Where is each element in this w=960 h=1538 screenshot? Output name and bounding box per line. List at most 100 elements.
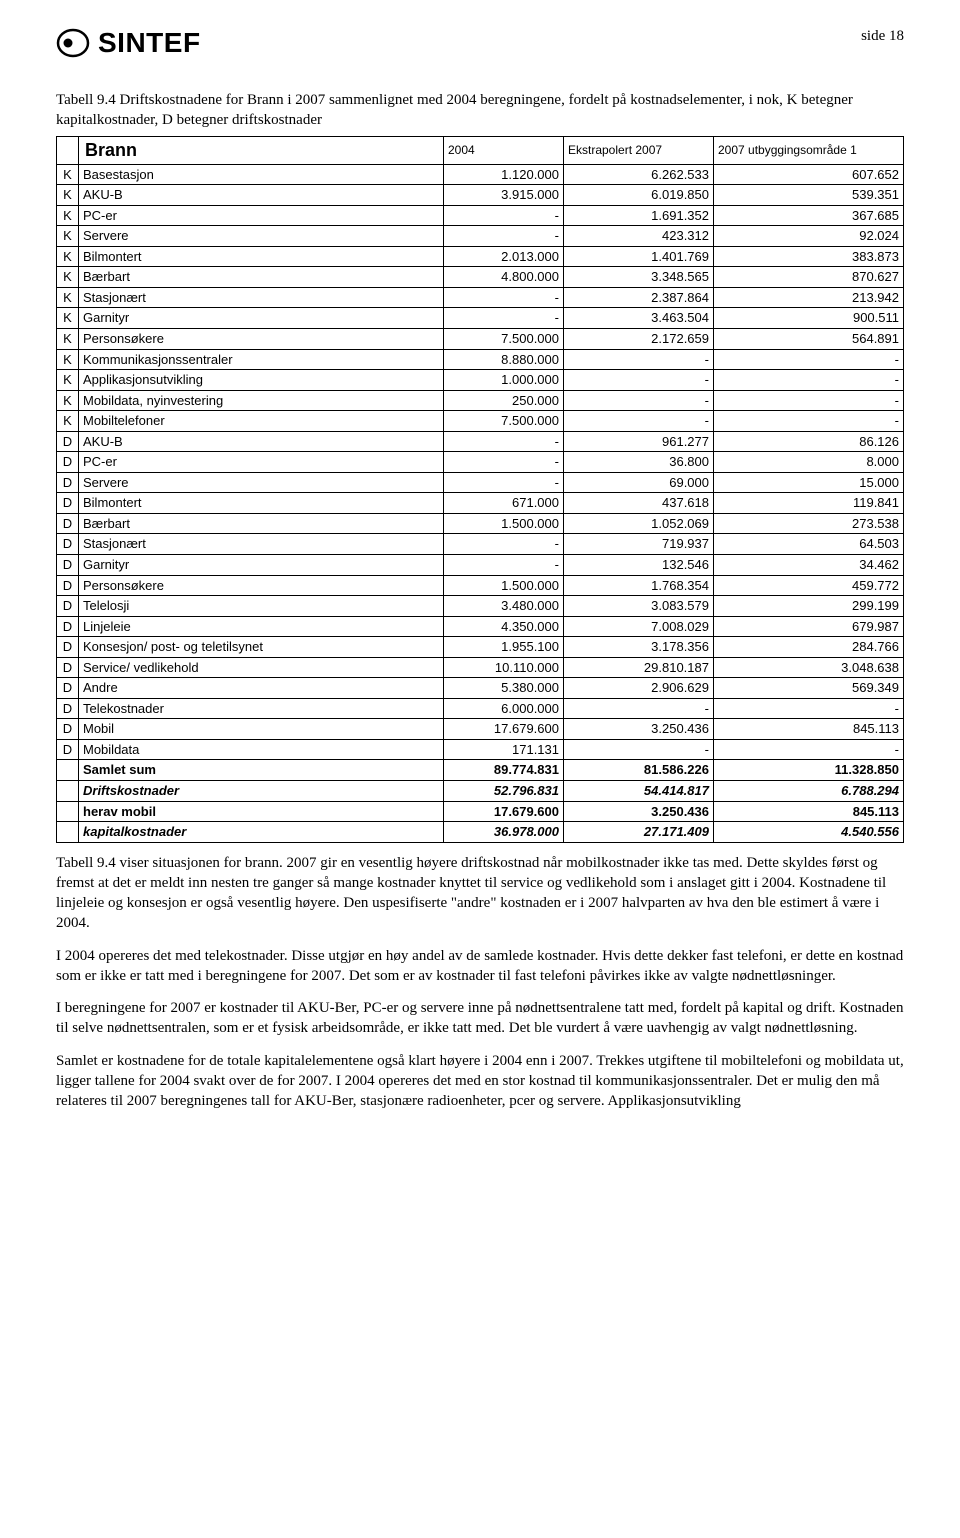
table-row: DStasjonært-719.93764.503: [57, 534, 904, 555]
cell-value: -: [714, 370, 904, 391]
table-row: DBærbart1.500.0001.052.069273.538: [57, 513, 904, 534]
summary-name: kapitalkostnader: [79, 822, 444, 843]
cell-value: -: [564, 739, 714, 760]
cell-value: 6.000.000: [444, 698, 564, 719]
row-name: Personsøkere: [79, 575, 444, 596]
row-kd: K: [57, 267, 79, 288]
summary-row: Driftskostnader52.796.83154.414.8176.788…: [57, 781, 904, 802]
cell-value: 719.937: [564, 534, 714, 555]
summary-name: Samlet sum: [79, 760, 444, 781]
cell-value: 870.627: [714, 267, 904, 288]
table-row: DKonsesjon/ post- og teletilsynet1.955.1…: [57, 637, 904, 658]
cell-value: 5.380.000: [444, 678, 564, 699]
cell-value: 3.178.356: [564, 637, 714, 658]
cell-value: 1.500.000: [444, 513, 564, 534]
row-kd: K: [57, 370, 79, 391]
cell-value: 1.120.000: [444, 164, 564, 185]
row-kd: K: [57, 205, 79, 226]
row-kd: K: [57, 226, 79, 247]
table-row: DBilmontert671.000437.618119.841: [57, 493, 904, 514]
cell-value: 1.500.000: [444, 575, 564, 596]
cell-value: 69.000: [564, 472, 714, 493]
header-blank: [57, 137, 79, 164]
table-row: KServere-423.31292.024: [57, 226, 904, 247]
table-row: DServere-69.00015.000: [57, 472, 904, 493]
summary-name: Driftskostnader: [79, 781, 444, 802]
cell-value: 299.199: [714, 596, 904, 617]
row-name: Mobildata: [79, 739, 444, 760]
cell-value: 29.810.187: [564, 657, 714, 678]
table-row: DTelekostnader6.000.000--: [57, 698, 904, 719]
cell-value: 213.942: [714, 287, 904, 308]
table-row: KKommunikasjonssentraler8.880.000--: [57, 349, 904, 370]
row-kd: K: [57, 185, 79, 206]
row-kd: K: [57, 349, 79, 370]
cell-value: 10.110.000: [444, 657, 564, 678]
cell-value: 1.768.354: [564, 575, 714, 596]
cell-value: 4.350.000: [444, 616, 564, 637]
summary-row: Samlet sum89.774.83181.586.22611.328.850: [57, 760, 904, 781]
cell-value: 423.312: [564, 226, 714, 247]
cell-value: 6.019.850: [564, 185, 714, 206]
row-name: Service/ vedlikehold: [79, 657, 444, 678]
table-row: KMobildata, nyinvestering250.000--: [57, 390, 904, 411]
row-name: Linjeleie: [79, 616, 444, 637]
cell-value: 3.348.565: [564, 267, 714, 288]
page-number: side 18: [861, 26, 904, 46]
row-kd: D: [57, 678, 79, 699]
cell-value: 2.172.659: [564, 328, 714, 349]
cell-value: 92.024: [714, 226, 904, 247]
cell-value: 3.915.000: [444, 185, 564, 206]
row-name: Telekostnader: [79, 698, 444, 719]
cell-value: 367.685: [714, 205, 904, 226]
table-row: DPersonsøkere1.500.0001.768.354459.772: [57, 575, 904, 596]
table-row: DMobildata171.131--: [57, 739, 904, 760]
table-row: KStasjonært-2.387.864213.942: [57, 287, 904, 308]
table-row: KMobiltelefoner7.500.000--: [57, 411, 904, 432]
row-name: Basestasjon: [79, 164, 444, 185]
cell-value: 437.618: [564, 493, 714, 514]
summary-value: 6.788.294: [714, 781, 904, 802]
row-name: Garnityr: [79, 308, 444, 329]
body-paragraph: I 2004 opereres det med telekostnader. D…: [56, 946, 904, 987]
summary-value: 52.796.831: [444, 781, 564, 802]
body-paragraph: I beregningene for 2007 er kostnader til…: [56, 998, 904, 1039]
cell-value: 2.387.864: [564, 287, 714, 308]
table-row: DMobil17.679.6003.250.436845.113: [57, 719, 904, 740]
cell-value: 845.113: [714, 719, 904, 740]
row-kd: K: [57, 287, 79, 308]
row-kd: K: [57, 390, 79, 411]
cell-value: -: [444, 205, 564, 226]
cell-value: 1.000.000: [444, 370, 564, 391]
cell-value: 607.652: [714, 164, 904, 185]
cell-value: 569.349: [714, 678, 904, 699]
row-name: Servere: [79, 226, 444, 247]
cell-value: 8.880.000: [444, 349, 564, 370]
logo: SINTEF: [56, 24, 201, 62]
row-name: Andre: [79, 678, 444, 699]
summary-value: 54.414.817: [564, 781, 714, 802]
cell-value: -: [444, 554, 564, 575]
row-kd: K: [57, 411, 79, 432]
cell-value: -: [714, 390, 904, 411]
cell-value: 34.462: [714, 554, 904, 575]
row-kd: D: [57, 513, 79, 534]
cell-value: -: [564, 370, 714, 391]
row-kd: D: [57, 472, 79, 493]
cell-value: 2.906.629: [564, 678, 714, 699]
cell-value: -: [444, 226, 564, 247]
table-header-row: Brann2004Ekstrapolert 20072007 utbygging…: [57, 137, 904, 164]
cell-value: 3.083.579: [564, 596, 714, 617]
cell-value: 679.987: [714, 616, 904, 637]
cell-value: 17.679.600: [444, 719, 564, 740]
cell-value: -: [564, 411, 714, 432]
table-row: KBærbart4.800.0003.348.565870.627: [57, 267, 904, 288]
row-name: Bilmontert: [79, 246, 444, 267]
logo-icon: [56, 28, 90, 58]
body-paragraph: Samlet er kostnadene for de totale kapit…: [56, 1051, 904, 1112]
cell-value: 132.546: [564, 554, 714, 575]
cell-value: 15.000: [714, 472, 904, 493]
row-kd: D: [57, 616, 79, 637]
summary-blank: [57, 760, 79, 781]
cell-value: 3.480.000: [444, 596, 564, 617]
